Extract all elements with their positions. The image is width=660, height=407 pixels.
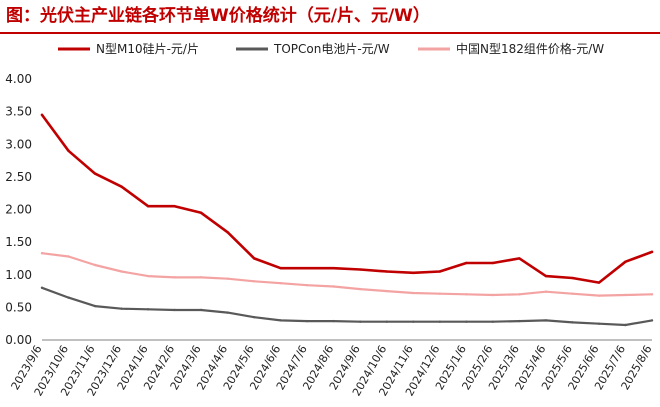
data-point bbox=[412, 320, 415, 323]
y-tick-label: 4.00 bbox=[5, 72, 32, 86]
title-underline bbox=[0, 32, 660, 34]
y-tick-label: 0.00 bbox=[5, 333, 32, 347]
data-point bbox=[146, 308, 150, 311]
data-point bbox=[40, 113, 44, 117]
legend-label-3: 中国N型182组件价格-元/W bbox=[456, 41, 604, 56]
data-point bbox=[93, 263, 97, 267]
data-point bbox=[199, 211, 203, 214]
data-point bbox=[597, 294, 601, 297]
x-axis: 2023/9/62023/10/62023/11/62023/12/62024/… bbox=[9, 339, 655, 398]
data-point bbox=[597, 281, 601, 284]
y-tick-label: 3.50 bbox=[5, 105, 32, 119]
data-point bbox=[226, 231, 229, 234]
data-point bbox=[93, 304, 97, 308]
data-point bbox=[650, 293, 654, 296]
data-point bbox=[385, 289, 388, 293]
data-point bbox=[624, 293, 627, 297]
y-tick-label: 1.00 bbox=[5, 268, 32, 282]
data-point bbox=[544, 319, 548, 322]
data-point bbox=[518, 319, 521, 323]
data-point bbox=[518, 257, 521, 260]
y-axis: 0.00 0.50 1.00 1.50 2.00 2.50 3.00 3.50 4.00 bbox=[5, 72, 32, 347]
y-tick-label: 1.50 bbox=[5, 235, 32, 249]
data-point bbox=[544, 274, 548, 278]
data-point bbox=[306, 283, 309, 287]
y-tick-label: 3.00 bbox=[5, 137, 32, 151]
data-point bbox=[359, 268, 362, 271]
data-point bbox=[173, 205, 176, 208]
data-point bbox=[544, 290, 548, 293]
data-point bbox=[146, 274, 150, 278]
data-point bbox=[120, 270, 123, 273]
data-point bbox=[199, 308, 203, 312]
data-point bbox=[332, 267, 335, 270]
data-point bbox=[332, 319, 335, 323]
data-point bbox=[385, 320, 388, 323]
data-point bbox=[67, 149, 70, 152]
y-tick-label: 0.50 bbox=[5, 300, 32, 314]
data-point bbox=[40, 252, 44, 255]
data-point bbox=[199, 276, 203, 279]
data-point bbox=[306, 267, 309, 270]
y-tick-label: 2.00 bbox=[5, 203, 32, 217]
data-point bbox=[624, 260, 627, 263]
series-group bbox=[40, 113, 654, 327]
data-point bbox=[93, 172, 97, 175]
data-point bbox=[650, 250, 654, 254]
data-point bbox=[624, 323, 627, 327]
data-point bbox=[518, 293, 521, 296]
data-point bbox=[465, 320, 468, 323]
data-point bbox=[226, 277, 229, 280]
data-point bbox=[252, 257, 256, 260]
data-point bbox=[359, 287, 362, 291]
data-point bbox=[491, 320, 495, 323]
legend-label-2: TOPCon电池片-元/W bbox=[273, 42, 390, 56]
data-point bbox=[597, 322, 601, 325]
y-tick-label: 2.50 bbox=[5, 170, 32, 184]
data-point bbox=[173, 308, 176, 312]
data-point bbox=[279, 267, 282, 270]
data-point bbox=[385, 270, 388, 273]
data-point bbox=[412, 271, 415, 274]
chart-title: 图：光伏主产业链各环节单W价格统计（元/片、元/W） bbox=[6, 6, 430, 26]
series-line-1 bbox=[40, 113, 654, 284]
series-line-3 bbox=[40, 252, 654, 297]
data-point bbox=[332, 285, 335, 288]
data-point bbox=[491, 261, 495, 265]
data-point bbox=[571, 292, 574, 295]
data-point bbox=[491, 293, 495, 297]
data-point bbox=[120, 307, 123, 310]
data-point bbox=[465, 293, 468, 296]
data-point bbox=[465, 261, 468, 265]
data-point bbox=[438, 270, 442, 273]
data-point bbox=[571, 321, 574, 324]
data-point bbox=[173, 276, 176, 279]
data-point bbox=[146, 205, 150, 208]
line-chart: N型M10硅片-元/片 TOPCon电池片-元/W 中国N型182组件价格-元/W … bbox=[5, 41, 655, 398]
data-point bbox=[359, 320, 362, 323]
data-point bbox=[571, 276, 574, 280]
legend-label-1: N型M10硅片-元/片 bbox=[96, 42, 199, 56]
data-point bbox=[650, 319, 654, 322]
data-point bbox=[67, 296, 70, 299]
data-point bbox=[67, 255, 70, 258]
data-point bbox=[412, 291, 415, 295]
data-point bbox=[40, 286, 44, 289]
data-point bbox=[438, 292, 442, 295]
data-point bbox=[252, 280, 256, 283]
data-point bbox=[438, 320, 442, 323]
data-point bbox=[252, 315, 256, 319]
series-line-2 bbox=[40, 286, 654, 327]
legend: N型M10硅片-元/片 TOPCon电池片-元/W 中国N型182组件价格-元/W bbox=[58, 41, 604, 56]
data-point bbox=[120, 185, 123, 188]
data-point bbox=[226, 311, 229, 314]
data-point bbox=[306, 319, 309, 323]
data-point bbox=[279, 319, 282, 322]
data-point bbox=[279, 282, 282, 285]
